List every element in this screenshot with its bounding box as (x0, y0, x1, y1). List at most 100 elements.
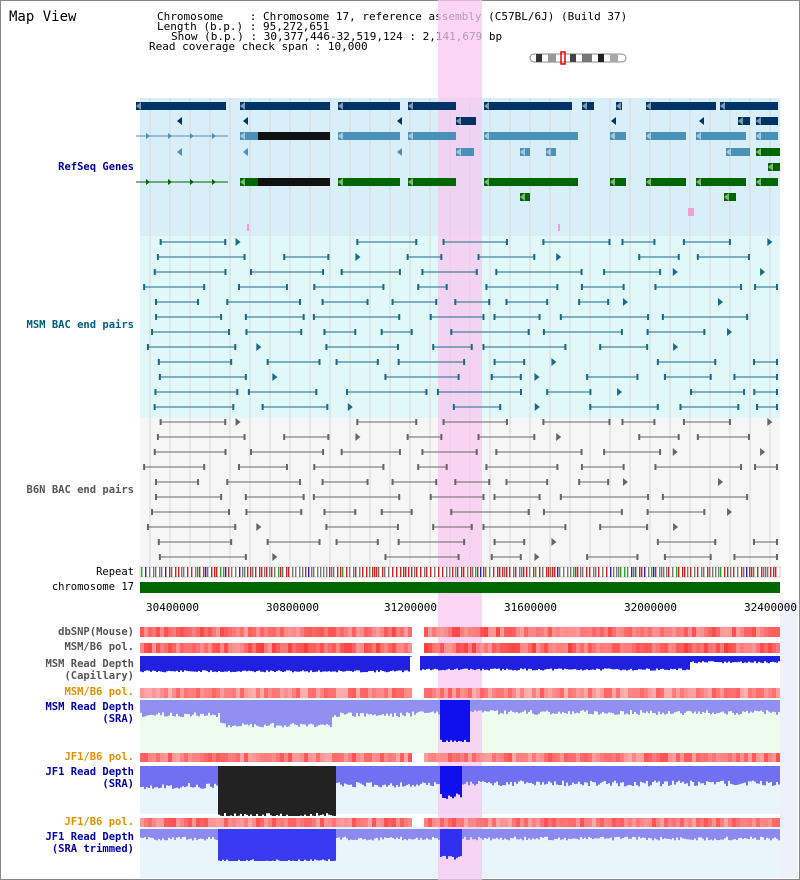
bac-end (410, 329, 413, 335)
depth-bar (774, 766, 776, 786)
bac-end (153, 449, 156, 455)
depth-bar (554, 656, 556, 669)
depth-bar (310, 700, 312, 724)
heat-cell (464, 627, 468, 637)
depth-bar (278, 766, 280, 816)
depth-bar (696, 829, 698, 841)
depth-bar (624, 700, 626, 715)
heat-cell (332, 818, 336, 827)
heat-cell (376, 643, 380, 653)
heat-cell (176, 753, 180, 762)
depth-bar (702, 700, 704, 712)
heat-cell (484, 753, 488, 762)
repeat-mark (388, 567, 390, 577)
depth-bar (490, 700, 492, 711)
heat-cell (664, 688, 668, 698)
repeat-mark (477, 567, 479, 577)
repeat-mark (644, 567, 646, 577)
depth-bar (172, 656, 174, 672)
depth-bar (246, 766, 248, 815)
chromosome-bar[interactable] (140, 582, 780, 593)
msm-bac-glyphs[interactable] (143, 238, 778, 411)
depth-bar (436, 766, 438, 785)
repeat-mark (593, 567, 595, 577)
depth-bar (370, 700, 372, 715)
heat-cell (548, 643, 552, 653)
depth-bar (394, 700, 396, 713)
depth-bar (542, 700, 544, 712)
heat-cell (616, 643, 620, 653)
heat-cell (484, 627, 488, 637)
heat-cell (224, 643, 228, 653)
heat-cell (424, 643, 428, 653)
bac-single-end (556, 433, 562, 441)
repeat-marks[interactable] (141, 567, 777, 577)
depth-bar (504, 829, 506, 839)
heat-cell (268, 627, 272, 637)
heat-cell (684, 818, 688, 827)
bac-end (224, 449, 227, 455)
heat-cell (672, 643, 676, 653)
depth-bar (620, 656, 622, 671)
refseq-gene-glyphs[interactable] (136, 102, 780, 231)
depth-bar (190, 829, 192, 839)
heat-cell (484, 688, 488, 698)
heat-cell (456, 643, 460, 653)
heat-cell (432, 818, 436, 827)
depth-bar (228, 700, 230, 726)
repeat-mark (616, 567, 618, 577)
depth-bar (632, 656, 634, 671)
depth-bar (348, 829, 350, 841)
heat-cell (312, 753, 316, 762)
heat-cell (756, 627, 760, 637)
repeat-mark (438, 567, 440, 577)
depth-bar (584, 766, 586, 783)
depth-tracks[interactable] (140, 656, 780, 861)
heat-cell (744, 643, 748, 653)
gene-exon (484, 178, 578, 186)
heat-cell (280, 818, 284, 827)
heat-cell (704, 643, 708, 653)
depth-bar (348, 700, 350, 713)
depth-bar (616, 656, 618, 669)
depth-bar (202, 766, 204, 789)
depth-bar (638, 700, 640, 715)
depth-bar (620, 700, 622, 712)
depth-bar (336, 656, 338, 673)
depth-bar (264, 766, 266, 816)
gene-arrow (190, 179, 194, 185)
repeat-mark (452, 567, 454, 577)
depth-bar (390, 656, 392, 671)
bac-end (234, 524, 237, 530)
b6n-bac-glyphs[interactable] (143, 418, 778, 561)
repeat-mark (207, 567, 209, 577)
depth-bar (556, 656, 558, 670)
bac-end (440, 254, 443, 260)
depth-bar (394, 829, 396, 840)
bac-end (261, 404, 264, 410)
heat-cell (392, 627, 396, 637)
repeat-mark (414, 567, 416, 577)
repeat-mark (582, 567, 584, 577)
depth-bar (308, 656, 310, 673)
heat-cell (400, 643, 404, 653)
chromosome-ideogram[interactable] (529, 51, 627, 65)
heat-cell (512, 627, 516, 637)
bac-end (228, 509, 231, 515)
repeat-mark (242, 567, 244, 577)
heat-cell (624, 818, 628, 827)
depth-bar (220, 656, 222, 672)
repeat-mark (515, 567, 517, 577)
heat-tracks[interactable] (140, 627, 780, 827)
bac-end (266, 539, 269, 545)
axis-tick-4: 31600000 (504, 601, 557, 614)
heat-cell (632, 753, 636, 762)
heat-cell (360, 753, 364, 762)
depth-bar (406, 656, 408, 671)
heat-cell (480, 688, 484, 698)
depth-bar (234, 829, 236, 861)
depth-bar (594, 656, 596, 670)
bac-end (318, 359, 321, 365)
bac-end (709, 554, 712, 560)
bac-end (382, 284, 385, 290)
